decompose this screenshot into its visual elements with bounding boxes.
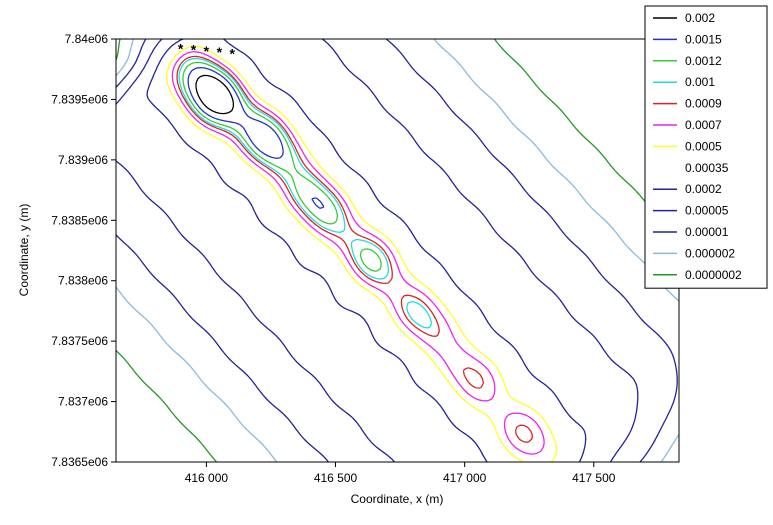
y-tick-label: 7.839e06 xyxy=(58,153,108,167)
y-tick-label: 7.837e06 xyxy=(58,395,108,409)
x-axis-label: Coordinate, x (m) xyxy=(351,492,444,506)
y-tick-label: 7.8375e06 xyxy=(51,334,108,348)
source-markers: * * * * * xyxy=(178,40,236,61)
contour-0.0002 xyxy=(146,39,587,462)
contour-lines xyxy=(116,39,679,462)
x-tick-label: 416 000 xyxy=(185,471,229,485)
contour-0.0005 xyxy=(165,45,558,462)
x-tick-label: 416 500 xyxy=(314,471,358,485)
legend-label: 0.0005 xyxy=(685,139,722,153)
legend-label: 0.0002 xyxy=(685,182,722,196)
x-tick-label: 417 500 xyxy=(572,471,616,485)
legend-label: 0.0015 xyxy=(685,32,722,46)
legend: 0.002 0.0015 0.0012 0.001 0.0009 0.0007 0.0005… xyxy=(644,5,768,289)
legend-label: 0.001 xyxy=(685,75,715,89)
source-marker: * xyxy=(204,43,210,59)
contour-0.0009 xyxy=(176,55,533,443)
source-marker: * xyxy=(178,40,184,56)
source-marker: * xyxy=(191,42,197,58)
contour-0.00001 xyxy=(116,39,678,462)
legend-label: 0.0000002 xyxy=(685,268,742,282)
y-tick-label: 7.838e06 xyxy=(58,274,108,288)
y-axis-ticks: 7.8365e06 7.837e06 7.8375e06 7.838e06 7.8385… xyxy=(51,32,116,469)
contour-0.00005 xyxy=(116,39,639,462)
y-axis-label: Coordinate, y (m) xyxy=(17,204,31,297)
x-axis-ticks: 416 000 416 500 417 000 417 500 xyxy=(185,462,616,485)
contour-0.0007 xyxy=(171,51,545,455)
y-tick-label: 7.8385e06 xyxy=(51,213,108,227)
y-tick-label: 7.8365e06 xyxy=(51,455,108,469)
source-marker: * xyxy=(229,45,235,61)
contour-0.002 xyxy=(195,74,235,115)
contour-0.0015 xyxy=(187,66,325,210)
legend-label: 0.00001 xyxy=(685,225,729,239)
x-tick-label: 417 000 xyxy=(443,471,487,485)
contour-0.0012 xyxy=(182,61,382,272)
legend-label: 0.000002 xyxy=(685,246,735,260)
y-tick-label: 7.8395e06 xyxy=(51,92,108,106)
legend-label: 0.00035 xyxy=(685,161,729,175)
y-tick-label: 7.84e06 xyxy=(65,32,109,46)
legend-label: 0.002 xyxy=(685,11,715,25)
legend-label: 0.00005 xyxy=(685,204,729,218)
legend-label: 0.0012 xyxy=(685,54,722,68)
source-marker: * xyxy=(217,44,223,60)
legend-label: 0.0007 xyxy=(685,118,722,132)
contour-0.001 xyxy=(178,57,433,329)
legend-label: 0.0009 xyxy=(685,97,722,111)
